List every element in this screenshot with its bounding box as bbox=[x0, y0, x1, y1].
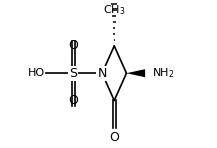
Text: S: S bbox=[69, 67, 77, 80]
Text: NH$_2$: NH$_2$ bbox=[152, 66, 175, 80]
Text: N: N bbox=[97, 67, 107, 80]
Text: HO: HO bbox=[28, 68, 45, 78]
Text: CH$_3$: CH$_3$ bbox=[103, 3, 125, 17]
Polygon shape bbox=[127, 69, 145, 77]
Text: O: O bbox=[109, 131, 119, 144]
Text: O: O bbox=[68, 40, 78, 52]
Text: O: O bbox=[68, 94, 78, 107]
